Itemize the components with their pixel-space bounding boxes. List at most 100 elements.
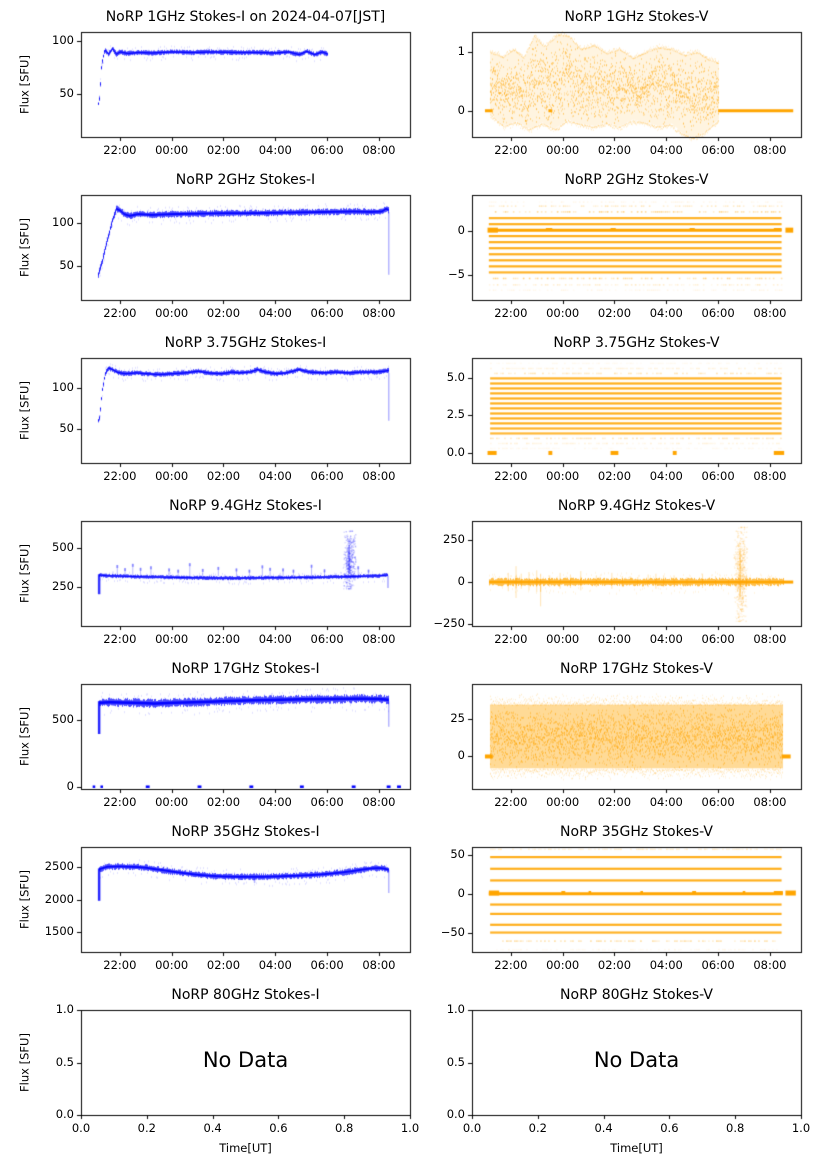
x-tick-label: 08:00 [362, 469, 396, 483]
x-tick-label: 0.6 [660, 1121, 679, 1135]
y-tick-label: 1500 [44, 923, 74, 938]
x-tick-label: 04:00 [649, 469, 683, 483]
plot-title-norp-80ghz-stokes-v: NoRP 80GHz Stokes-V [560, 987, 713, 1003]
plot-canvas-norp-17ghz-stokes-i [0, 652, 413, 815]
x-tick-label: 04:00 [258, 306, 292, 320]
plot-title-norp-3-75ghz-stokes-i: NoRP 3.75GHz Stokes-I [164, 335, 327, 351]
x-tick-label: 02:00 [597, 632, 632, 646]
plot-title-norp-9-4ghz-stokes-v: NoRP 9.4GHz Stokes-V [557, 498, 716, 514]
y-tick-label: 0 [457, 102, 465, 117]
y-tick-label: −5 [448, 267, 465, 282]
plot-title-norp-1ghz-stokes-v: NoRP 1GHz Stokes-V [564, 9, 709, 25]
x-tick-label: 04:00 [258, 632, 292, 646]
y-axis-label: Flux [SFU] [17, 869, 32, 929]
x-tick-label: 00:00 [546, 632, 580, 646]
no-data-text: No Data [593, 1047, 680, 1072]
y-tick-label: 2.5 [446, 407, 465, 422]
x-tick-label: 06:00 [310, 958, 344, 972]
x-tick-label: 08:00 [362, 795, 396, 809]
y-tick-label: 0 [457, 574, 465, 589]
x-tick-label: 22:00 [494, 306, 528, 320]
x-tick-label: 00:00 [155, 632, 189, 646]
plot-canvas-norp-3-75ghz-stokes-i [0, 326, 413, 489]
x-tick-label: 08:00 [753, 958, 787, 972]
y-tick-label: 0.0 [55, 1107, 74, 1121]
subplot-norp-35ghz-stokes-v: NoRP 35GHz Stokes-V 50 0 −50 22:00 00:00 02:00… [414, 815, 827, 978]
y-axis-label: Flux [SFU] [17, 380, 32, 440]
y-tick-label: 0.5 [55, 1054, 74, 1069]
x-tick-label: 06:00 [701, 143, 735, 157]
x-tick-label: 06:00 [310, 306, 344, 320]
plot-title-norp-80ghz-stokes-i: NoRP 80GHz Stokes-I [171, 987, 320, 1003]
x-tick-label: 22:00 [103, 143, 137, 157]
y-axis-label: Flux [SFU] [17, 706, 32, 766]
x-tick-label: 04:00 [649, 958, 683, 972]
x-tick-label: 22:00 [103, 306, 137, 320]
y-tick-label: 0.0 [446, 1107, 465, 1121]
x-tick-label: 02:00 [206, 469, 241, 483]
x-tick-label: 00:00 [155, 958, 189, 972]
y-tick-label: 0.5 [446, 1054, 465, 1069]
plot-title-norp-35ghz-stokes-i: NoRP 35GHz Stokes-I [171, 824, 320, 840]
x-tick-label: 08:00 [362, 632, 396, 646]
x-tick-label: 02:00 [597, 143, 632, 157]
y-tick-label: 100 [52, 379, 74, 394]
y-tick-label: 1.0 [55, 1002, 74, 1016]
x-tick-label: 06:00 [701, 306, 735, 320]
x-tick-label: 00:00 [546, 143, 580, 157]
x-tick-label: 04:00 [649, 143, 683, 157]
x-tick-label: 08:00 [753, 632, 787, 646]
x-tick-label: 02:00 [597, 306, 632, 320]
x-tick-label: 02:00 [597, 958, 632, 972]
subplot-norp-80ghz-stokes-i: NoRP 80GHz Stokes-I 0.0 0.5 1.0 0.0 0.2 0.4 0.6… [0, 978, 419, 1169]
x-tick-label: 02:00 [206, 795, 241, 809]
plot-canvas-norp-35ghz-stokes-i [0, 815, 413, 978]
x-tick-label: 1.0 [791, 1121, 811, 1135]
plot-title-norp-2ghz-stokes-i: NoRP 2GHz Stokes-I [175, 172, 316, 188]
plot-title-norp-17ghz-stokes-i: NoRP 17GHz Stokes-I [171, 661, 320, 677]
subplot-norp-35ghz-stokes-i: NoRP 35GHz Stokes-I 1500 2000 2500 22:00 00:0… [0, 815, 413, 978]
plot-canvas-norp-80ghz-stokes-v [414, 978, 827, 1169]
x-tick-label: 0.2 [137, 1121, 156, 1135]
y-axis-label: Flux [SFU] [17, 1032, 32, 1092]
plot-title-norp-17ghz-stokes-v: NoRP 17GHz Stokes-V [560, 661, 713, 677]
x-tick-label: 22:00 [103, 632, 137, 646]
plot-canvas-norp-2ghz-stokes-v [414, 163, 827, 326]
plot-canvas-norp-2ghz-stokes-i [0, 163, 413, 326]
x-tick-label: 22:00 [103, 469, 137, 483]
plot-canvas-norp-9-4ghz-stokes-i [0, 489, 413, 652]
x-tick-label: 06:00 [701, 632, 735, 646]
x-tick-label: 08:00 [362, 958, 396, 972]
y-tick-label: 0 [66, 778, 74, 793]
y-tick-label: 1.0 [446, 1002, 465, 1016]
x-tick-label: 22:00 [103, 795, 137, 809]
x-tick-label: 08:00 [753, 306, 787, 320]
x-tick-label: 0.8 [726, 1121, 745, 1135]
x-tick-label: 06:00 [310, 469, 344, 483]
x-tick-label: 08:00 [362, 143, 396, 157]
y-tick-label: 50 [450, 846, 465, 861]
subplot-norp-80ghz-stokes-v: NoRP 80GHz Stokes-V 0.0 0.5 1.0 0.0 0.2 0.4 0.6… [414, 978, 827, 1169]
subplot-norp-9-4ghz-stokes-v: NoRP 9.4GHz Stokes-V 250 0 −250 22:00 00:00 02… [414, 489, 827, 652]
x-tick-label: 0.4 [203, 1121, 222, 1135]
subplot-norp-3-75ghz-stokes-i: NoRP 3.75GHz Stokes-I 50 100 22:00 00:00 02:0… [0, 326, 413, 489]
plot-title-norp-35ghz-stokes-v: NoRP 35GHz Stokes-V [560, 824, 713, 840]
x-tick-label: 00:00 [155, 306, 189, 320]
x-tick-label: 06:00 [701, 469, 735, 483]
y-tick-label: 0.0 [446, 444, 465, 459]
x-tick-label: 22:00 [494, 469, 528, 483]
subplot-norp-2ghz-stokes-i: NoRP 2GHz Stokes-I 50 100 22:00 00:00 02:00 04… [0, 163, 413, 326]
x-tick-label: 06:00 [310, 795, 344, 809]
x-tick-label: 08:00 [753, 469, 787, 483]
plot-canvas-norp-3-75ghz-stokes-v [414, 326, 827, 489]
x-tick-label: 06:00 [701, 795, 735, 809]
x-tick-label: 0.0 [462, 1121, 482, 1135]
y-tick-label: 50 [59, 421, 74, 436]
plot-canvas-norp-9-4ghz-stokes-v [414, 489, 827, 652]
plot-title-norp-3-75ghz-stokes-v: NoRP 3.75GHz Stokes-V [553, 335, 720, 351]
subplot-norp-9-4ghz-stokes-i: NoRP 9.4GHz Stokes-I 250 500 22:00 00:00 02:0… [0, 489, 413, 652]
y-tick-label: 100 [52, 33, 74, 48]
x-tick-label: 08:00 [753, 795, 787, 809]
x-tick-label: 00:00 [155, 143, 189, 157]
x-tick-label: 0.8 [335, 1121, 354, 1135]
